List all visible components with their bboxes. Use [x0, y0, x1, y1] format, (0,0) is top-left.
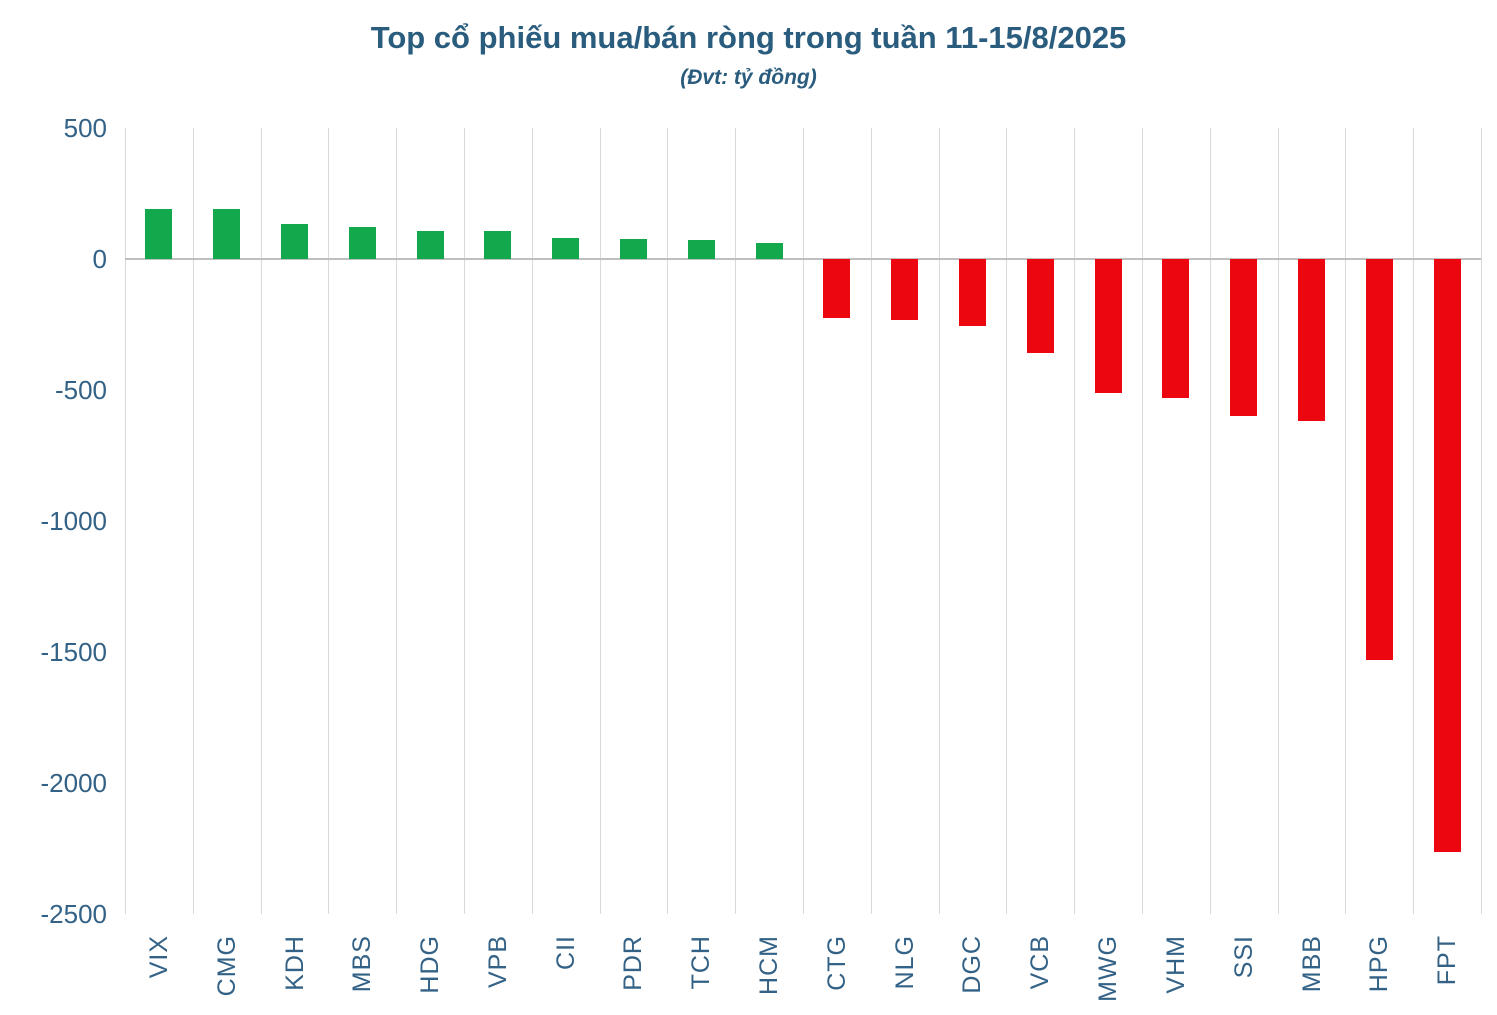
bar-mwg — [1095, 259, 1122, 393]
x-tick-label-hdg: HDG — [416, 935, 444, 994]
category-gridline — [328, 128, 329, 914]
bar-cmg — [213, 209, 240, 259]
x-tick-label-hcm: HCM — [755, 935, 783, 995]
x-tick-label-hpg: HPG — [1365, 935, 1393, 993]
x-tick-label-dgc: DGC — [958, 935, 986, 994]
bar-hcm — [756, 243, 783, 259]
y-tick-label: -2000 — [40, 768, 108, 798]
bar-fpt — [1434, 259, 1461, 852]
category-gridline — [261, 128, 262, 914]
x-tick-label-mbs: MBS — [348, 935, 376, 993]
bar-mbs — [349, 227, 376, 259]
category-gridline — [1481, 128, 1482, 914]
bar-pdr — [620, 239, 647, 259]
y-tick-label: -2500 — [40, 899, 108, 929]
category-gridline — [939, 128, 940, 914]
x-tick-label-vhm: VHM — [1162, 935, 1190, 994]
y-tick-label: 0 — [92, 244, 107, 274]
bar-hpg — [1366, 259, 1393, 660]
y-tick-label: 500 — [63, 113, 107, 143]
category-gridline — [125, 128, 126, 914]
bar-mbb — [1298, 259, 1325, 421]
x-tick-label-ssi: SSI — [1230, 935, 1258, 979]
category-gridline — [1006, 128, 1007, 914]
bar-dgc — [959, 259, 986, 326]
plot-area — [125, 128, 1482, 914]
category-gridline — [1074, 128, 1075, 914]
category-gridline — [1142, 128, 1143, 914]
bar-ssi — [1230, 259, 1257, 416]
category-gridline — [735, 128, 736, 914]
y-tick-label: -1000 — [40, 506, 108, 536]
x-tick-label-kdh: KDH — [281, 935, 309, 991]
x-tick-label-vcb: VCB — [1026, 935, 1054, 990]
bar-vpb — [484, 231, 511, 259]
x-tick-label-nlg: NLG — [891, 935, 919, 990]
bar-vix — [145, 209, 172, 259]
bar-tch — [688, 240, 715, 259]
category-gridline — [532, 128, 533, 914]
bar-hdg — [417, 231, 444, 259]
bar-cii — [552, 238, 579, 259]
category-gridline — [464, 128, 465, 914]
x-tick-label-vpb: VPB — [484, 935, 512, 989]
category-gridline — [803, 128, 804, 914]
bar-ctg — [823, 259, 850, 318]
chart-subtitle: (Đvt: tỷ đồng) — [680, 66, 817, 89]
zero-axis-line — [125, 258, 1481, 260]
x-tick-label-tch: TCH — [687, 935, 715, 990]
bar-vcb — [1027, 259, 1054, 353]
category-gridline — [193, 128, 194, 914]
x-tick-label-fpt: FPT — [1433, 935, 1461, 986]
category-gridline — [667, 128, 668, 914]
category-gridline — [396, 128, 397, 914]
x-tick-label-pdr: PDR — [619, 935, 647, 991]
category-gridline — [600, 128, 601, 914]
x-tick-label-ctg: CTG — [823, 935, 851, 991]
category-gridline — [1413, 128, 1414, 914]
x-tick-label-mbb: MBB — [1298, 935, 1326, 993]
x-tick-label-cmg: CMG — [213, 935, 241, 997]
bar-vhm — [1162, 259, 1189, 398]
bar-kdh — [281, 224, 308, 259]
bar-nlg — [891, 259, 918, 320]
x-tick-label-vix: VIX — [145, 935, 173, 979]
category-gridline — [871, 128, 872, 914]
category-gridline — [1210, 128, 1211, 914]
category-gridline — [1278, 128, 1279, 914]
chart-title: Top cổ phiếu mua/bán ròng trong tuần 11-… — [370, 20, 1127, 55]
y-tick-label: -1500 — [40, 637, 108, 667]
category-gridline — [1345, 128, 1346, 914]
y-tick-label: -500 — [54, 375, 107, 405]
x-tick-label-cii: CII — [552, 935, 580, 970]
x-tick-label-mwg: MWG — [1094, 935, 1122, 1002]
